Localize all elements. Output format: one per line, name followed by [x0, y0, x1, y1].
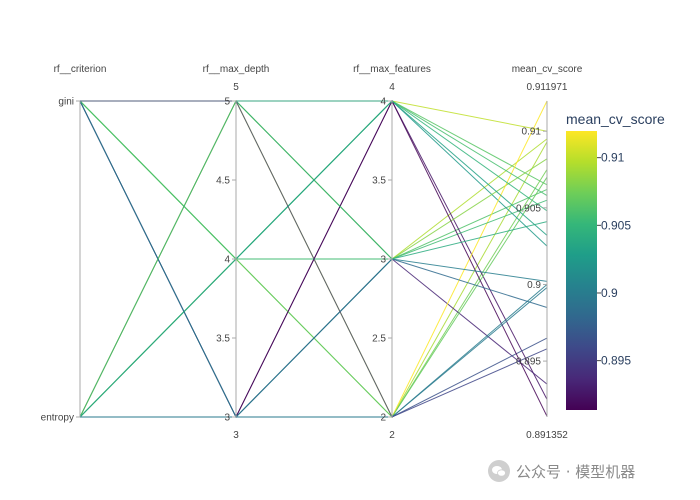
colorbar-tick-label: 0.905 [601, 218, 631, 232]
colorbar-tick-label: 0.895 [601, 354, 631, 368]
axis-range-max: 4 [389, 82, 395, 93]
axis-title: mean_cv_score [512, 64, 583, 75]
watermark: 公众号 · 模型机器 [488, 458, 635, 484]
axis-title: rf__criterion [54, 64, 107, 75]
record-line [79, 100, 548, 418]
colorbar-gradient [566, 131, 597, 410]
record-line [80, 100, 548, 418]
colorbar-tick-label: 0.9 [601, 286, 618, 300]
colorbar-tick-label: 0.91 [601, 151, 625, 165]
axis-rf-max-depth: rf__max_depth 5 3 5 4.5 4 3.5 3 [203, 64, 270, 441]
axis-range-max: 5 [233, 82, 239, 93]
tick-label: 0.9 [527, 280, 541, 291]
watermark-text: 公众号 · 模型机器 [516, 462, 636, 481]
axis-range-min: 3 [233, 430, 239, 441]
tick-label: gini [58, 97, 74, 108]
axis-range-max: 0.911971 [527, 82, 568, 93]
colorbar-title: mean_cv_score [566, 111, 665, 127]
tick-label: 2 [380, 413, 386, 424]
tick-label: 0.905 [516, 203, 541, 214]
axis-title: rf__max_features [353, 64, 431, 75]
tick-label: entropy [41, 413, 74, 424]
record-lines [79, 99, 548, 419]
axis-mean-cv-score: mean_cv_score 0.911971 0.891352 0.91 0.905 0.… [512, 64, 583, 441]
record-line [80, 100, 548, 132]
tick-label: 4 [224, 255, 230, 266]
tick-label: 4 [380, 97, 386, 108]
record-line [80, 284, 548, 418]
tick-label: 0.91 [522, 127, 542, 138]
axis-range-min: 2 [389, 430, 395, 441]
tick-label: 3 [380, 255, 386, 266]
tick-label: 2.5 [372, 334, 386, 345]
wechat-icon [488, 460, 510, 482]
axis-title: rf__max_depth [203, 64, 270, 75]
axis-rf-max-features: rf__max_features 4 2 4 3.5 3 2.5 2 [353, 64, 431, 441]
record-line [80, 287, 548, 418]
record-line [79, 176, 548, 418]
tick-label: 4.5 [216, 176, 230, 187]
axis-range-min: 0.891352 [526, 430, 568, 441]
tick-label: 0.895 [516, 357, 541, 368]
colorbar: mean_cv_score 0.91 0.905 0.9 0.895 [566, 111, 665, 410]
tick-label: 5 [224, 97, 230, 108]
record-line [79, 199, 548, 418]
tick-label: 3.5 [372, 176, 386, 187]
tick-label: 3.5 [216, 334, 230, 345]
tick-label: 3 [224, 413, 230, 424]
